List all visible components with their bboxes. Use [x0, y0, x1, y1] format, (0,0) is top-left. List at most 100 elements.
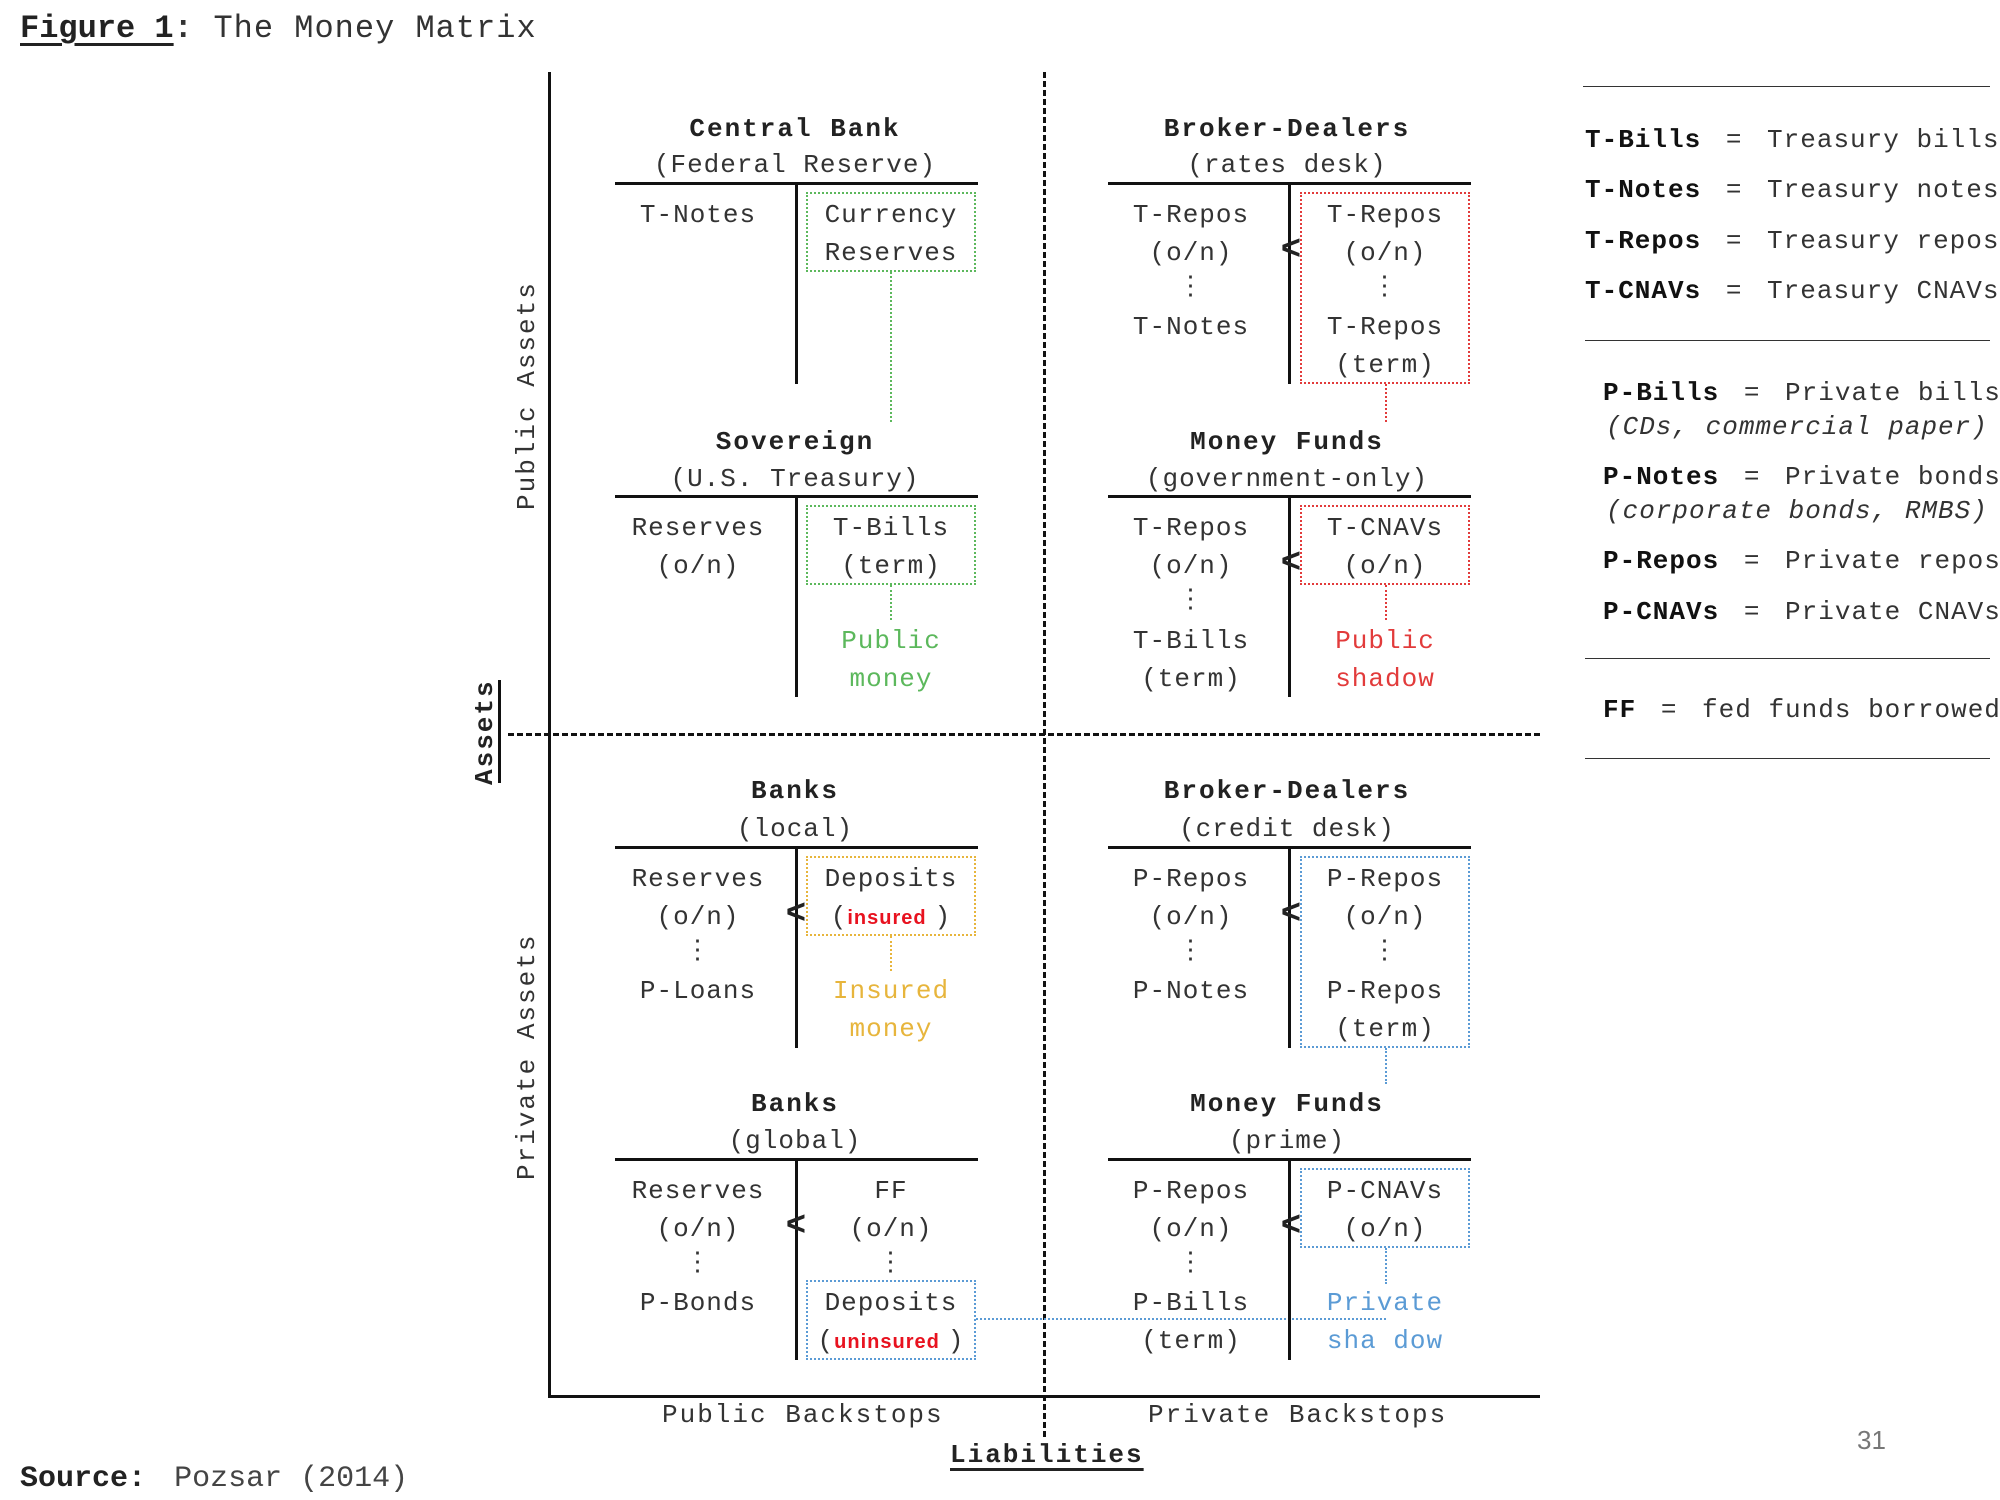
glossary-eq: =	[1725, 125, 1743, 155]
glossary-eq: =	[1660, 695, 1678, 725]
asset-item: ⋮	[684, 936, 712, 966]
glossary-entry: FF = fed funds borrowed	[1603, 695, 2000, 725]
liability-item: T-CNAVs	[1326, 513, 1444, 543]
figure-label: Figure 1	[20, 10, 174, 47]
figure-title-text: The Money Matrix	[213, 10, 537, 47]
liability-item: ⋮	[1371, 936, 1399, 966]
yellow-connector	[890, 936, 892, 971]
page-number: 31	[1857, 1425, 1886, 1455]
glossary-term: P-Bills	[1603, 378, 1720, 408]
less-than-sign: <	[1280, 1208, 1302, 1246]
asset-item: T-Repos	[1132, 200, 1250, 230]
public-shadow-label: Public	[1335, 626, 1435, 656]
liability-item: Deposits	[824, 1288, 958, 1318]
liability-item: (o/n)	[1343, 551, 1427, 581]
liability-item: Deposits	[824, 864, 958, 894]
sector-name: Broker-Dealers	[1163, 776, 1411, 806]
blue-liability-box	[1300, 1168, 1470, 1248]
glossary-eq: =	[1743, 378, 1761, 408]
glossary-term: P-Notes	[1603, 462, 1720, 492]
green-liability-box	[806, 505, 976, 585]
asset-item: ⋮	[1177, 272, 1205, 302]
liability-item: Currency	[824, 200, 958, 230]
red-connector	[1385, 384, 1387, 422]
private-shadow-label: Private	[1326, 1288, 1444, 1318]
asset-item: (o/n)	[1149, 1214, 1233, 1244]
liability-item: Reserves	[824, 238, 958, 268]
paren-close: )	[934, 902, 952, 932]
liability-item: P-Repos	[1326, 976, 1444, 1006]
sector-subtitle: (Federal Reserve)	[653, 150, 937, 180]
assets-label: Assets	[470, 679, 500, 785]
insured-flag: (insured)	[816, 898, 966, 937]
private-backstops-label: Private Backstops	[1148, 1400, 1448, 1430]
glossary-term: T-Bills	[1585, 125, 1702, 155]
liability-item: P-Repos	[1326, 864, 1444, 894]
liability-item: (o/n)	[849, 1214, 933, 1244]
liability-item: T-Repos	[1326, 312, 1444, 342]
glossary-def: Private bills	[1785, 378, 2000, 408]
t-account-divider	[1288, 495, 1291, 697]
asset-item: (o/n)	[1149, 238, 1233, 268]
t-account-divider	[795, 495, 798, 697]
uninsured-flag: (uninsured)	[816, 1322, 966, 1361]
liability-item: P-CNAVs	[1326, 1176, 1444, 1206]
liability-item: FF	[874, 1176, 908, 1206]
asset-item: P-Bonds	[639, 1288, 757, 1318]
source-colon: :	[128, 1462, 147, 1496]
glossary-eq: =	[1743, 597, 1761, 627]
liability-item: (term)	[841, 551, 941, 581]
less-than-sign: <	[1280, 896, 1302, 934]
glossary-def: Private bonds	[1785, 462, 2000, 492]
blue-connector-horizontal	[976, 1318, 1386, 1320]
liability-item: T-Bills	[832, 513, 950, 543]
source-label: Source	[20, 1462, 129, 1496]
asset-item: (term)	[1141, 664, 1241, 694]
sector-name: Money Funds	[1190, 1089, 1384, 1119]
blue-connector	[1385, 1048, 1387, 1084]
asset-item: (term)	[1141, 1326, 1241, 1356]
sector-name: Banks	[750, 776, 839, 806]
asset-item: ⋮	[1177, 1248, 1205, 1278]
blue-deposits-box	[806, 1280, 976, 1360]
red-connector	[1385, 585, 1387, 620]
liabilities-label: Liabilities	[950, 1440, 1144, 1470]
paren-close: )	[947, 1326, 965, 1356]
source-text: Pozsar (2014)	[174, 1462, 409, 1496]
glossary-term: T-Repos	[1585, 226, 1702, 256]
glossary-entry: P-CNAVs = Private CNAVs	[1603, 597, 2000, 627]
glossary-term: T-CNAVs	[1585, 276, 1702, 306]
asset-item: ⋮	[684, 1248, 712, 1278]
paren-open: (	[830, 902, 848, 932]
source-line: Source: Pozsar (2014)	[20, 1462, 408, 1496]
public-shadow-label: shadow	[1335, 664, 1435, 694]
glossary-def: Treasury bills	[1767, 125, 2000, 155]
glossary-def: fed funds borrowed	[1702, 695, 2000, 725]
assets-bracket-line	[498, 680, 501, 783]
sector-name: Banks	[750, 1089, 839, 1119]
private-shadow-label: sha dow	[1326, 1326, 1444, 1356]
glossary-def: Private repos	[1785, 546, 2000, 576]
asset-item: Reserves	[631, 1176, 765, 1206]
glossary-divider	[1585, 758, 1990, 759]
red-liability-box	[1300, 505, 1470, 585]
sector-name: Central Bank	[689, 114, 901, 144]
public-money-label: money	[849, 664, 933, 694]
green-connector	[890, 585, 892, 620]
green-connector	[890, 272, 892, 422]
center-vertical-divider	[1043, 72, 1046, 1437]
glossary-note: (CDs, commercial paper)	[1606, 412, 1988, 442]
asset-item: P-Notes	[1132, 976, 1250, 1006]
glossary-term: P-CNAVs	[1603, 597, 1720, 627]
t-account-divider	[795, 846, 798, 1048]
private-assets-label: Private Assets	[512, 933, 542, 1180]
glossary-def: Private CNAVs	[1785, 597, 2000, 627]
sector-subtitle: (global)	[728, 1126, 862, 1156]
glossary-def: Treasury repos	[1767, 226, 2000, 256]
public-backstops-label: Public Backstops	[662, 1400, 944, 1430]
asset-item: (o/n)	[1149, 902, 1233, 932]
glossary-eq: =	[1743, 546, 1761, 576]
glossary-term: FF	[1603, 695, 1637, 725]
sector-subtitle: (local)	[736, 814, 854, 844]
sector-name: Broker-Dealers	[1163, 114, 1411, 144]
